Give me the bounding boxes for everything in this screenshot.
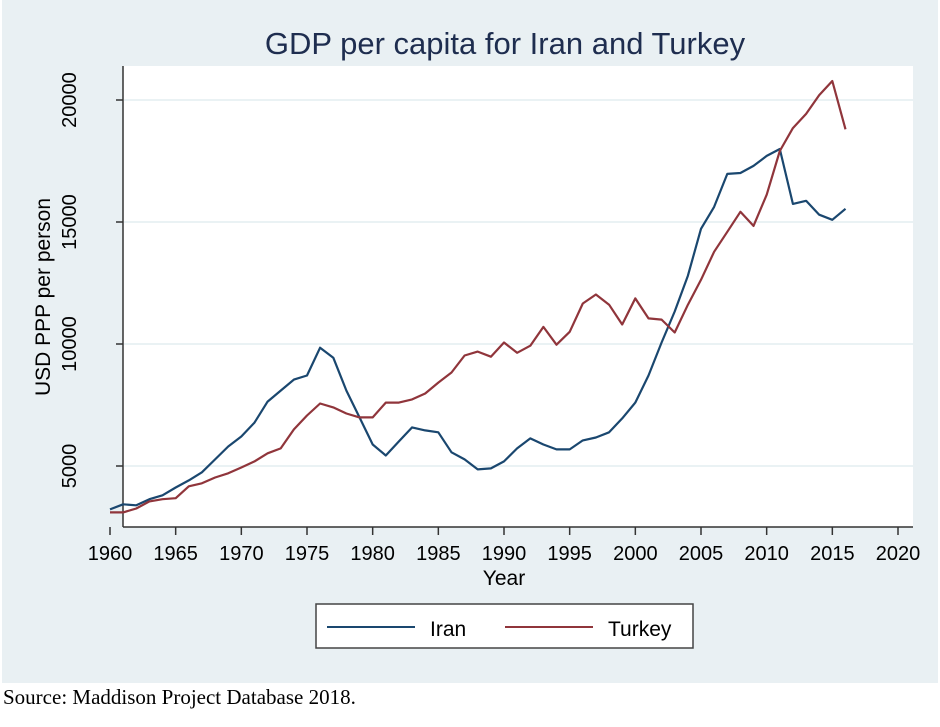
chart-title: GDP per capita for Iran and Turkey [265,26,746,61]
series-layer [109,79,847,514]
series-line-turkey [110,79,847,514]
x-tick-label: 1980 [350,543,395,565]
y-tick-label: 15000 [59,194,81,250]
source-note: Source: Maddison Project Database 2018. [3,685,356,709]
legend-label-turkey: Turkey [608,618,672,641]
y-tick-label: 5000 [59,444,81,489]
y-axis-label: USD PPP per person [32,198,55,396]
x-tick-label: 1960 [88,543,133,565]
y-axis-ticks: 5000 10000 15000 20000 [59,72,123,488]
x-tick-label: 1990 [482,543,527,565]
x-tick-label: 1985 [416,543,461,565]
x-axis-label: Year [483,567,525,590]
x-tick-label: 2010 [744,543,789,565]
x-tick-label: 1970 [219,543,264,565]
x-tick-label: 1975 [285,543,330,565]
x-tick-label: 2005 [679,543,724,565]
y-tick-label: 20000 [59,72,81,128]
legend-label-iran: Iran [430,618,466,641]
x-tick-label: 2000 [613,543,658,565]
x-tick-label: 2020 [876,543,921,565]
plot-area [123,66,913,527]
chart-svg: GDP per capita for Iran and Turkey 5000 1… [32,26,921,649]
grid-lines [124,99,913,467]
y-tick-label: 10000 [59,316,81,372]
series-line-iran [109,147,847,511]
x-tick-label: 1995 [547,543,592,565]
x-axis-ticks: 1960 1965 1970 1975 1980 1985 1990 1995 2000 2005… [88,527,921,565]
chart-frame: GDP per capita for Iran and Turkey 5000 1… [2,0,938,683]
x-tick-label: 2015 [810,543,855,565]
legend: Iran Turkey [315,603,694,649]
x-tick-label: 1965 [153,543,198,565]
